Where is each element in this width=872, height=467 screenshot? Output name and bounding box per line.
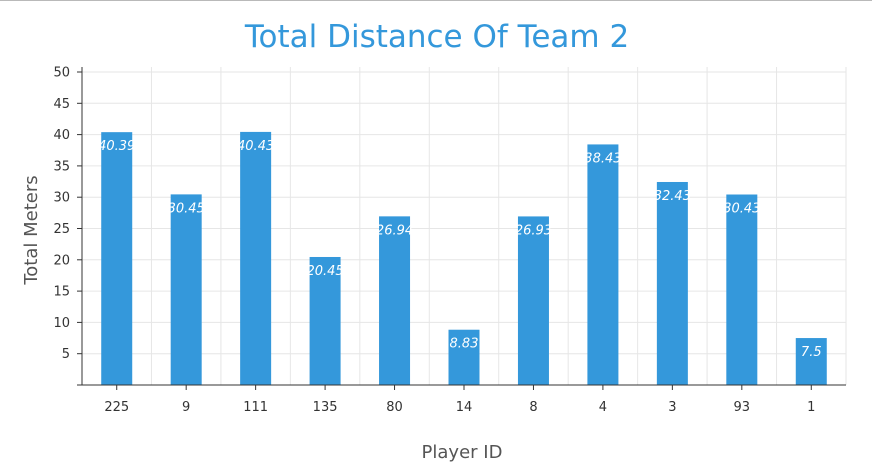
x-tick-label: 8: [529, 400, 537, 415]
x-tick-label: 135: [313, 400, 338, 415]
bar-data-label: 32.43: [654, 189, 691, 204]
x-tick-label: 14: [456, 400, 473, 415]
x-tick-label: 225: [104, 400, 129, 415]
x-tick-label: 111: [243, 400, 268, 415]
y-tick-label: 35: [53, 159, 70, 174]
bar-3: [657, 182, 688, 385]
bar-data-label: 40.39: [98, 139, 135, 154]
bar-data-label: 7.5: [801, 345, 822, 360]
bar-225: [101, 132, 132, 385]
x-tick-label: 4: [599, 400, 607, 415]
chart-title: Total Distance Of Team 2: [244, 19, 629, 55]
bar-data-label: 40.43: [237, 139, 274, 154]
x-tick-label: 9: [182, 400, 190, 415]
bar-data-label: 30.43: [723, 202, 760, 217]
bar-data-label: 8.83: [450, 337, 479, 352]
y-tick-label: 50: [53, 66, 70, 81]
x-tick-label: 1: [807, 400, 815, 415]
x-tick-label: 3: [668, 400, 676, 415]
bar-data-label: 26.94: [376, 223, 413, 238]
y-tick-label: 20: [53, 253, 70, 268]
y-tick-label: 15: [53, 285, 70, 300]
x-tick-label: 93: [734, 400, 751, 415]
bar-93: [726, 195, 757, 385]
y-axis-label: Total Meters: [21, 175, 42, 285]
x-axis-label: Player ID: [422, 442, 503, 463]
x-tick-label: 80: [386, 400, 403, 415]
y-tick-label: 10: [53, 316, 70, 331]
bar-4: [587, 144, 618, 385]
bars: 40.39 30.45 40.43 20.45 26.94 8.83 26.93 38.43 3…: [98, 132, 827, 385]
y-tick-label: 40: [53, 128, 70, 143]
bar-8: [518, 216, 549, 385]
bar-data-label: 38.43: [584, 151, 621, 166]
bar-data-label: 30.45: [168, 201, 205, 216]
y-axis-ticks: 5 10 15 20 25 30 35 40 45 50: [53, 66, 82, 386]
bar-data-label: 26.93: [515, 223, 552, 238]
x-axis-ticks: 225 9 111 135 80 14 8 4 3 93 1: [104, 385, 815, 415]
y-tick-label: 45: [53, 97, 70, 112]
y-tick-label: 30: [53, 191, 70, 206]
bar-data-label: 20.45: [306, 264, 343, 279]
bar-9: [171, 194, 202, 385]
y-tick-label: 25: [53, 222, 70, 237]
y-tick-label: 5: [62, 347, 70, 362]
bar-111: [240, 132, 271, 385]
bar-80: [379, 216, 410, 385]
